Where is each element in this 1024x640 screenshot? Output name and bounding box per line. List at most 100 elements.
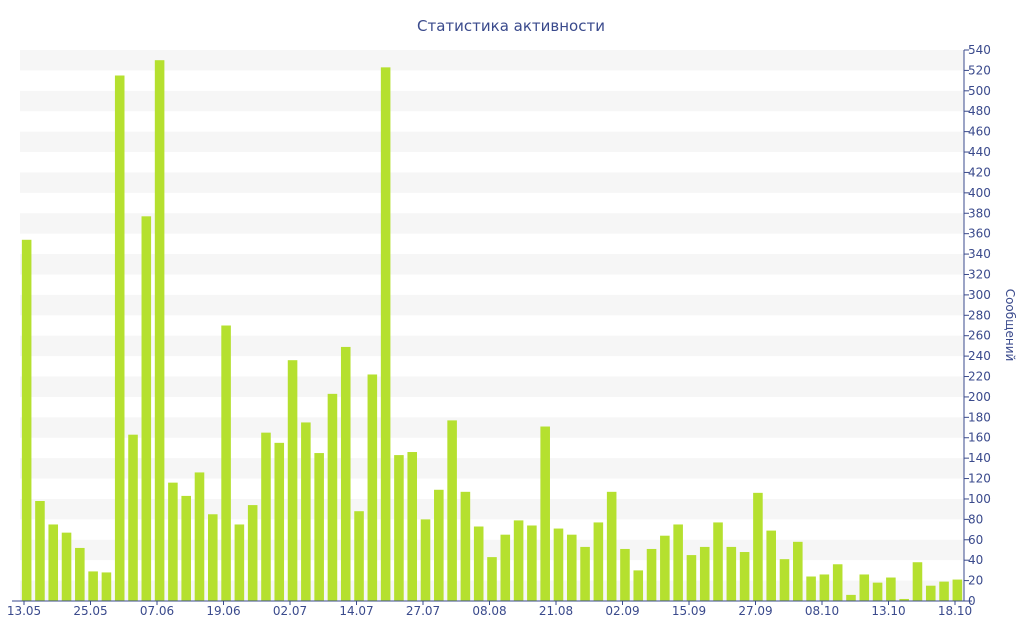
bar	[872, 582, 883, 601]
x-tick-label: 08.10	[805, 604, 839, 618]
y-tick-label: 60	[968, 533, 983, 547]
bar	[753, 492, 763, 601]
x-tick-label: 27.09	[738, 604, 772, 618]
bar	[939, 581, 949, 601]
bar	[886, 577, 896, 601]
bar	[407, 452, 418, 601]
y-tick-label: 260	[968, 329, 991, 343]
y-tick-label: 160	[968, 431, 991, 445]
bar	[699, 546, 710, 601]
bar	[859, 574, 870, 601]
bar	[779, 559, 790, 601]
bar	[793, 541, 803, 601]
bar	[434, 489, 444, 601]
bar	[473, 526, 484, 601]
bar	[274, 442, 285, 601]
bar	[394, 455, 404, 601]
y-tick-label: 340	[968, 247, 991, 261]
bars-group	[21, 60, 963, 602]
bar	[234, 524, 245, 601]
bar	[819, 574, 830, 601]
bar	[739, 552, 750, 601]
bar	[527, 525, 537, 601]
y-tick-label: 280	[968, 308, 991, 322]
bar	[593, 522, 604, 601]
bar	[327, 393, 338, 601]
y-tick-label: 320	[968, 267, 991, 281]
x-tick-label: 19.06	[206, 604, 240, 618]
y-tick-label: 120	[968, 472, 991, 486]
bar	[354, 511, 364, 601]
y-tick-label: 20	[968, 574, 983, 588]
grid-band	[20, 294, 964, 316]
bar	[686, 555, 697, 601]
bar	[952, 579, 963, 601]
x-tick-label: 15.09	[672, 604, 706, 618]
bar	[154, 60, 165, 601]
bar	[181, 495, 191, 601]
bar	[420, 519, 431, 601]
y-tick-label: 420	[968, 165, 991, 179]
bar	[168, 482, 178, 601]
bar	[114, 75, 125, 601]
bar	[460, 491, 471, 601]
grid-band	[20, 458, 964, 479]
y-tick-label: 40	[968, 553, 983, 567]
bar	[832, 564, 843, 601]
grid-band	[20, 213, 964, 234]
bar	[500, 534, 511, 601]
y-tick-label: 240	[968, 349, 991, 363]
y-tick-label: 460	[968, 125, 991, 139]
bar	[660, 535, 670, 601]
y-tick-label: 80	[968, 512, 983, 526]
y-tick-label: 500	[968, 84, 991, 98]
bar	[566, 534, 577, 601]
y-tick-label: 300	[968, 288, 991, 302]
bar	[61, 532, 72, 601]
x-tick-label: 02.09	[605, 604, 639, 618]
y-tick-label: 200	[968, 390, 991, 404]
x-tick-label: 08.08	[472, 604, 506, 618]
x-tick-label: 14.07	[339, 604, 373, 618]
y-tick-label: 520	[968, 63, 991, 77]
chart-title: Статистика активности	[417, 17, 605, 35]
bar	[75, 547, 85, 601]
x-axis-ticks: 13.05 25.05 07.06 19.06 02.07 14.07 27.07 08.08…	[7, 601, 972, 618]
bar	[912, 562, 923, 601]
bar	[367, 374, 378, 601]
bar	[646, 548, 657, 601]
x-tick-label: 02.07	[273, 604, 307, 618]
x-tick-label: 07.06	[140, 604, 174, 618]
grid-band	[20, 376, 964, 397]
bar	[314, 453, 324, 601]
grid-bands	[20, 50, 964, 601]
bar	[899, 598, 909, 601]
bar	[221, 325, 231, 601]
bar	[726, 546, 737, 601]
grid-band	[20, 131, 964, 153]
y-axis-label: Сообщений	[1003, 289, 1017, 362]
bar	[673, 524, 683, 601]
grid-band	[20, 417, 964, 438]
bar	[21, 239, 32, 602]
grid-band	[20, 254, 964, 275]
y-tick-label: 180	[968, 410, 991, 424]
bar	[766, 530, 776, 601]
bar	[88, 571, 98, 601]
bar	[208, 514, 218, 601]
bar	[128, 434, 138, 601]
bar	[513, 520, 524, 601]
grid-band	[20, 90, 964, 112]
bar	[247, 505, 258, 601]
bar	[447, 420, 457, 601]
bar	[141, 216, 152, 601]
bar	[846, 594, 856, 601]
bar	[194, 472, 205, 601]
y-tick-label: 540	[968, 43, 991, 57]
x-tick-label: 13.05	[7, 604, 41, 618]
bar	[925, 585, 936, 601]
bar	[633, 570, 644, 601]
y-tick-label: 140	[968, 451, 991, 465]
grid-band	[20, 335, 964, 357]
y-tick-label: 380	[968, 206, 991, 220]
